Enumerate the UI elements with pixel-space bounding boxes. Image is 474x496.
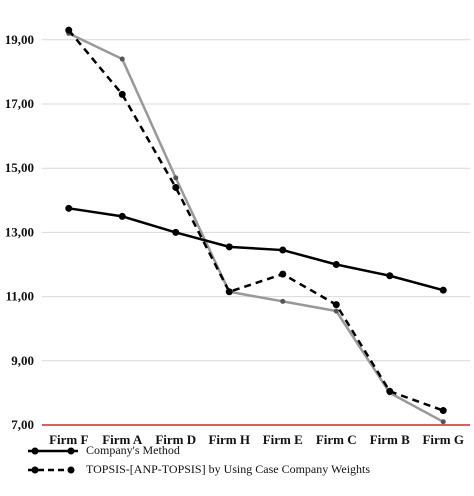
series-2: [66, 30, 446, 425]
x-axis-ticks: Firm F Firm A Firm D Firm H Firm E Firm C Firm…: [49, 432, 464, 444]
y-tick-label: 15,00: [5, 160, 34, 175]
data-point: [333, 308, 339, 314]
data-point: [386, 272, 394, 280]
y-tick-label: 9,00: [11, 353, 34, 368]
gridlines: [42, 39, 470, 362]
series-line: [67, 29, 444, 412]
x-tick-label: Firm G: [422, 432, 464, 444]
line-chart: 7,00 9,00 11,00 13,00 15,00 17,00 19,00 Firm F…: [5, 26, 470, 444]
series-line: [68, 207, 444, 292]
data-point: [172, 228, 180, 236]
x-tick-label: Firm F: [49, 432, 88, 444]
data-point: [439, 286, 447, 294]
x-tick-label: Firm C: [316, 432, 357, 444]
y-tick-label: 13,00: [5, 224, 34, 239]
series-line: [68, 32, 444, 423]
y-tick-label: 11,00: [5, 289, 34, 304]
data-point: [118, 212, 126, 220]
data-point: [118, 90, 126, 98]
series-1: [65, 26, 447, 415]
data-point: [65, 26, 73, 34]
y-tick-label: 19,00: [5, 32, 34, 47]
data-point: [225, 243, 233, 251]
x-tick-label: Firm E: [263, 432, 303, 444]
x-tick-label: Firm A: [102, 432, 143, 444]
legend-swatch-dashed: [28, 466, 78, 474]
y-tick-label: 17,00: [5, 96, 34, 111]
x-tick-label: Firm B: [370, 432, 410, 444]
y-axis-ticks: 7,00 9,00 11,00 13,00 15,00 17,00 19,00: [5, 32, 34, 432]
series-lines: [65, 26, 447, 425]
data-point: [386, 387, 394, 395]
data-point: [119, 56, 125, 62]
legend-entry-topsis: TOPSIS-[ANP-TOPSIS] by Using Case Compan…: [26, 463, 466, 477]
legend-label-topsis: TOPSIS-[ANP-TOPSIS] by Using Case Compan…: [86, 462, 371, 476]
legend-swatch-solid: [28, 447, 78, 455]
data-point: [439, 407, 447, 415]
data-point: [172, 183, 180, 191]
data-point: [440, 419, 446, 425]
y-tick-label: 7,00: [11, 417, 34, 432]
data-point: [280, 298, 286, 304]
data-point: [332, 261, 340, 268]
data-point: [173, 175, 179, 181]
x-tick-label: Firm D: [155, 432, 196, 444]
data-point: [332, 301, 340, 309]
legend: Company's Method TOPSIS-[ANP-TOPSIS] by …: [26, 444, 466, 482]
data-point: [225, 288, 233, 296]
data-point: [65, 204, 73, 212]
data-point: [279, 246, 287, 254]
legend-entry-companys-method: Company's Method: [26, 444, 466, 458]
data-point: [279, 270, 287, 278]
series-0: [65, 204, 447, 294]
legend-label-companys-method: Company's Method: [86, 443, 180, 457]
x-tick-label: Firm H: [208, 432, 250, 444]
